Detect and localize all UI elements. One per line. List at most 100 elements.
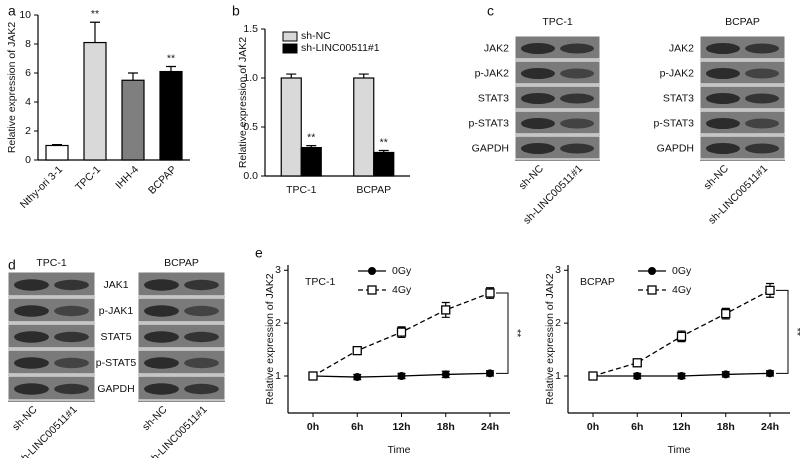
blot-band — [560, 93, 595, 104]
y-tick-label: 3 — [275, 264, 281, 276]
blot-title: BCPAP — [164, 257, 199, 269]
y-tick-label: 2 — [275, 317, 281, 329]
error-bar — [286, 73, 297, 78]
panel-letter: d — [8, 257, 16, 273]
x-tick-label: 18h — [717, 421, 735, 433]
marker — [588, 371, 598, 381]
marker — [397, 372, 406, 380]
blot-band — [520, 43, 555, 54]
blot-band — [14, 383, 49, 395]
blot-band — [560, 118, 595, 129]
blot-band — [144, 305, 179, 317]
x-tick-label: IHH-4 — [113, 163, 141, 191]
blot-band — [745, 93, 780, 104]
y-axis-label: Relative expression of JAK2 — [264, 273, 276, 404]
blot-band — [520, 143, 555, 154]
error-bar — [166, 65, 176, 72]
y-tick-label: 0.5 — [243, 121, 258, 133]
blot-band — [705, 43, 740, 54]
blot-band — [745, 143, 780, 154]
y-tick-label: 1.0 — [243, 72, 258, 84]
panel-letter: c — [487, 3, 494, 19]
significance: ** — [791, 328, 800, 336]
blot-band — [705, 118, 740, 129]
marker — [486, 369, 494, 378]
y-axis-label: Relative expression of JAK2 — [6, 22, 18, 153]
blot-row-label: GAPDH — [472, 142, 509, 154]
blot-title: TPC-1 — [542, 16, 572, 28]
blot-band — [705, 143, 740, 154]
blot-row-label: p-STAT3 — [469, 117, 510, 129]
blot-band — [745, 118, 780, 129]
chart-title: BCPAP — [580, 276, 615, 288]
blot-band — [54, 331, 89, 343]
blot-row-label: GAPDH — [97, 383, 134, 395]
blot-band — [144, 357, 179, 369]
x-tick-label: BCPAP — [356, 184, 391, 196]
legend-marker — [648, 267, 656, 275]
marker — [485, 288, 495, 298]
blot-row-label: STAT3 — [478, 92, 509, 104]
y-axis-label: Relative expression of JAK2 — [544, 273, 556, 404]
blot-band — [745, 68, 780, 79]
x-tick-label: 12h — [392, 421, 410, 433]
blot-band — [560, 43, 595, 54]
y-tick-label: 0 — [25, 154, 31, 166]
legend-label: sh-NC — [301, 30, 331, 42]
panel-letter: e — [255, 245, 263, 261]
significance: ** — [91, 8, 99, 20]
bar — [353, 77, 375, 177]
marker — [632, 358, 642, 368]
marker — [308, 371, 318, 381]
y-tick-label: 3 — [555, 264, 561, 276]
blot-band — [14, 279, 49, 291]
significance-bracket — [776, 289, 789, 374]
legend-label: 4Gy — [392, 284, 412, 296]
blot-band — [705, 93, 740, 104]
blot-band — [520, 118, 555, 129]
blot-row-label: STAT3 — [663, 92, 694, 104]
blot-band — [184, 331, 219, 343]
y-tick-label: 6 — [25, 67, 31, 79]
bar — [83, 41, 107, 161]
error-bar — [90, 21, 100, 43]
blot-band — [144, 279, 179, 291]
x-tick-label: Nthy-ori 3-1 — [18, 163, 65, 210]
blot-band — [520, 68, 555, 79]
blot-title: TPC-1 — [36, 257, 66, 269]
marker — [396, 327, 407, 337]
x-tick-label: TPC-1 — [73, 163, 103, 193]
blot-band — [184, 357, 219, 369]
blot-band — [184, 305, 219, 317]
significance: ** — [511, 329, 523, 337]
blot-row-label: JAK2 — [484, 42, 509, 54]
blot-band — [14, 357, 49, 369]
legend-label: 0Gy — [672, 265, 692, 277]
blot-band — [184, 279, 219, 291]
blot-band — [560, 143, 595, 154]
blot-row-label: p-JAK1 — [99, 305, 134, 317]
blot-band — [184, 383, 219, 395]
legend-label: sh-LINC00511#1 — [301, 42, 380, 54]
blot-band — [14, 305, 49, 317]
bar — [280, 77, 302, 177]
y-tick-label: 8 — [25, 38, 31, 50]
bar — [300, 146, 322, 177]
x-tick-label: 12h — [672, 421, 690, 433]
blot-lane-label: sh-NC — [140, 403, 170, 433]
y-tick-label: 0.0 — [243, 170, 258, 182]
significance-bracket — [496, 292, 509, 374]
legend-marker — [368, 267, 376, 275]
blot-row-label: p-JAK2 — [660, 67, 695, 79]
x-tick-label: 0h — [587, 421, 599, 433]
y-tick-label: 1.5 — [243, 23, 258, 35]
blot-row-label: p-STAT5 — [96, 357, 137, 369]
marker — [721, 308, 731, 319]
y-tick-label: 2 — [555, 317, 561, 329]
marker — [677, 372, 686, 380]
marker — [353, 373, 362, 382]
bar — [373, 151, 395, 177]
x-tick-label: 6h — [631, 421, 643, 433]
blot-row-label: JAK2 — [669, 42, 694, 54]
